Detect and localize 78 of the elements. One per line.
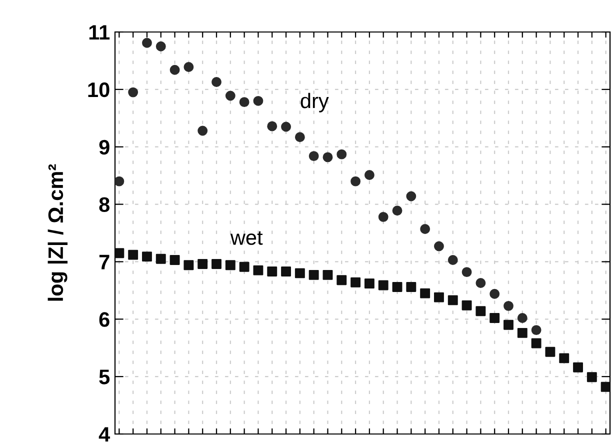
point	[490, 313, 500, 323]
y-tick-label: 9	[99, 140, 110, 155]
point	[350, 277, 361, 288]
point	[322, 270, 333, 280]
point	[225, 90, 236, 101]
point	[517, 313, 528, 323]
point	[294, 132, 305, 142]
point	[198, 126, 208, 136]
point	[198, 259, 208, 269]
point	[281, 266, 291, 276]
point	[322, 152, 333, 162]
y-tick-label: 4	[98, 427, 110, 442]
point	[239, 97, 250, 108]
point	[128, 250, 138, 260]
y-tick-label: 11	[89, 25, 110, 40]
point	[392, 206, 402, 216]
point	[434, 292, 444, 302]
point	[406, 191, 416, 202]
point	[392, 282, 402, 292]
point	[184, 62, 194, 72]
point	[448, 255, 458, 265]
y-axis-title: log |Z| / Ω.cm²	[48, 164, 68, 301]
point	[490, 288, 500, 299]
point	[212, 259, 222, 269]
series-label: dry	[300, 92, 329, 112]
point	[531, 338, 542, 348]
point	[378, 280, 388, 290]
point	[225, 260, 236, 270]
point	[294, 268, 305, 278]
point	[253, 96, 264, 106]
point	[308, 270, 319, 280]
point	[531, 325, 542, 336]
point	[420, 288, 430, 298]
point	[364, 170, 374, 180]
point	[364, 278, 374, 289]
point	[476, 306, 486, 316]
point	[434, 241, 444, 252]
point	[420, 224, 430, 234]
point	[559, 353, 570, 364]
point	[156, 254, 166, 264]
series-label: wet	[230, 231, 263, 245]
point	[142, 38, 152, 48]
point	[156, 41, 166, 52]
point	[115, 176, 124, 186]
point	[517, 328, 528, 338]
point	[170, 64, 180, 75]
point	[128, 87, 138, 98]
point	[573, 362, 583, 372]
y-tick-label: 7	[99, 254, 110, 270]
y-tick-label: 5	[99, 370, 110, 384]
point	[281, 122, 291, 132]
point	[378, 212, 388, 222]
point	[253, 265, 264, 276]
point	[462, 300, 472, 310]
point	[350, 176, 361, 186]
point	[267, 121, 278, 132]
point	[406, 282, 416, 292]
point	[448, 295, 458, 306]
point	[476, 278, 486, 288]
point	[212, 76, 222, 87]
point	[336, 149, 347, 160]
point	[336, 275, 347, 286]
point	[115, 248, 124, 258]
point	[170, 255, 180, 265]
y-tick-label: 10	[88, 82, 110, 98]
point	[462, 267, 472, 278]
point	[308, 151, 319, 162]
point	[504, 320, 514, 330]
y-tick-label: 6	[99, 312, 110, 327]
point	[504, 300, 514, 311]
point	[600, 382, 610, 392]
y-tick-label: 8	[99, 197, 110, 212]
point	[545, 346, 556, 357]
point	[586, 372, 597, 382]
point	[239, 262, 250, 272]
point	[267, 266, 278, 276]
point	[142, 252, 152, 262]
point	[184, 260, 194, 270]
